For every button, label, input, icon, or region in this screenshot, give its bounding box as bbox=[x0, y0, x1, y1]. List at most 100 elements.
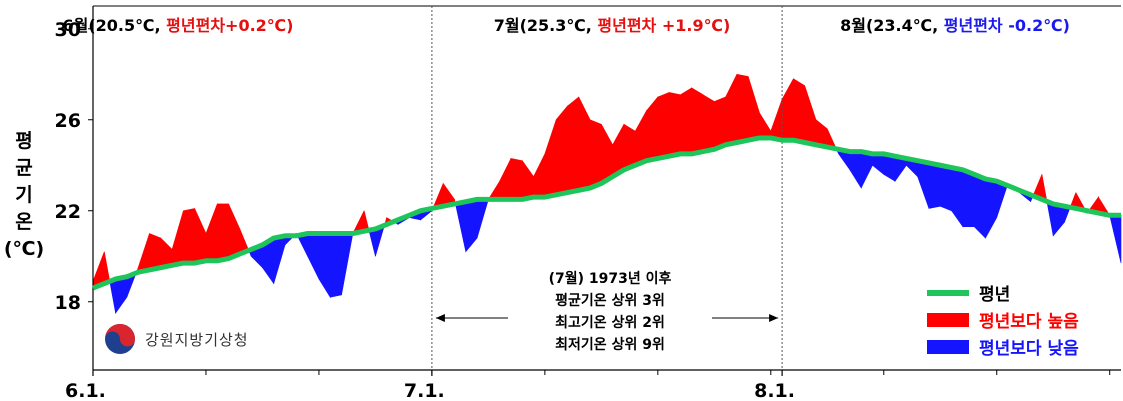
legend-item-above: 평년보다 높음 bbox=[927, 306, 1079, 333]
legend-swatch-above bbox=[927, 312, 969, 327]
below-normal-area bbox=[1052, 203, 1065, 237]
legend-label-below: 평년보다 낮음 bbox=[979, 339, 1079, 359]
below-normal-area bbox=[917, 160, 930, 209]
x-tick-label: 6.1. bbox=[65, 380, 106, 401]
y-axis-label-char: 기 bbox=[15, 184, 33, 206]
above-normal-area bbox=[646, 96, 659, 162]
above-normal-area bbox=[736, 73, 749, 143]
below-normal-area bbox=[273, 235, 286, 284]
month-header: 8월(23.4℃, 평년편차 -0.2℃) bbox=[840, 16, 1070, 35]
legend-swatch-below bbox=[927, 339, 969, 354]
x-axis: 6.1. 7.1. 8.1. bbox=[65, 370, 1111, 401]
below-normal-area bbox=[341, 233, 354, 295]
kma-logo: 강원지방기상청 bbox=[103, 322, 249, 356]
annotation-line: (7월) 1973년 이후 bbox=[548, 271, 672, 287]
above-normal-area bbox=[149, 233, 162, 271]
normal-line-group bbox=[92, 135, 1121, 291]
below-normal-area bbox=[939, 164, 952, 212]
below-normal-area bbox=[455, 201, 467, 252]
below-normal-area bbox=[307, 233, 320, 280]
below-normal-area bbox=[985, 178, 998, 239]
below-normal-area bbox=[115, 276, 128, 315]
above-normal-area bbox=[194, 208, 207, 264]
below-normal-area bbox=[962, 169, 975, 227]
above-normal-area bbox=[103, 251, 111, 284]
above-normal-area bbox=[657, 92, 670, 159]
above-normal-area bbox=[770, 99, 783, 141]
above-normal-area bbox=[578, 96, 591, 191]
above-normal-area bbox=[137, 233, 150, 273]
legend-label-normal: 평년 bbox=[979, 285, 1011, 305]
arrow-head-left bbox=[435, 314, 445, 322]
below-normal-area bbox=[318, 233, 331, 299]
above-normal-area bbox=[725, 74, 738, 146]
y-axis-label-unit: (℃) bbox=[3, 238, 45, 260]
above-normal-area bbox=[747, 76, 760, 141]
above-normal-area bbox=[510, 158, 523, 200]
above-normal-area bbox=[216, 203, 229, 262]
above-normal-area bbox=[171, 210, 184, 266]
below-normal-area bbox=[109, 278, 116, 314]
legend: 평년 평년보다 높음 평년보다 낮음 bbox=[927, 279, 1079, 360]
above-normal-area bbox=[499, 158, 512, 200]
below-normal-area bbox=[1109, 215, 1122, 264]
legend-item-normal: 평년 bbox=[927, 279, 1079, 306]
above-normal-area bbox=[533, 153, 546, 198]
above-normal-area bbox=[205, 203, 218, 262]
below-normal-area bbox=[329, 233, 342, 298]
above-normal-area bbox=[702, 94, 715, 152]
logo-text: 강원지방기상청 bbox=[145, 330, 249, 349]
month-header-name: 7월(25.3℃, bbox=[494, 16, 598, 35]
below-normal-area bbox=[849, 151, 862, 190]
above-normal-area bbox=[183, 208, 195, 264]
above-normal-area bbox=[781, 78, 794, 141]
month-header-name: 8월(23.4℃, bbox=[840, 16, 944, 35]
y-tick-label: 18 bbox=[55, 292, 81, 314]
above-normal-area bbox=[589, 119, 602, 189]
month-dividers bbox=[431, 6, 783, 370]
month-header-name: 6월(20.5℃, bbox=[63, 16, 167, 35]
above-normal-area bbox=[487, 180, 500, 200]
above-normal-area bbox=[714, 96, 726, 150]
x-tick-label: 8.1. bbox=[754, 380, 795, 401]
above-normal-area bbox=[555, 105, 568, 196]
above-normal-area bbox=[759, 111, 772, 139]
legend-swatch-normal bbox=[927, 289, 969, 296]
month-header: 6월(20.5℃, 평년편차+0.2℃) bbox=[63, 16, 294, 35]
month-header-anomaly: 평년편차 +1.9℃) bbox=[597, 16, 730, 35]
y-axis-label-char: 온 bbox=[15, 211, 33, 233]
above-normal-area bbox=[623, 123, 636, 171]
above-normal-area bbox=[544, 119, 557, 198]
taegeuk-logo-icon bbox=[105, 324, 135, 354]
y-tick-label: 26 bbox=[55, 110, 81, 132]
below-normal-area bbox=[860, 151, 873, 189]
above-normal-area bbox=[601, 124, 613, 184]
y-tick-label: 22 bbox=[55, 201, 81, 223]
x-tick-label: 7.1. bbox=[404, 380, 445, 401]
annotation-line: 최저기온 상위 9위 bbox=[555, 337, 665, 353]
month-header-anomaly: 평년편차 -0.2℃) bbox=[944, 16, 1070, 35]
below-normal-area bbox=[872, 153, 885, 175]
plot-frame bbox=[92, 5, 1121, 371]
above-normal-area bbox=[634, 110, 647, 166]
below-normal-area bbox=[476, 199, 489, 239]
y-tick-label: 30 bbox=[55, 19, 81, 41]
annotation-line: 최고기온 상위 2위 bbox=[555, 315, 665, 331]
below-normal-area bbox=[368, 228, 376, 257]
below-normal-area bbox=[1046, 200, 1054, 236]
legend-label-above: 평년보다 높음 bbox=[979, 312, 1079, 332]
above-normal-area bbox=[668, 92, 681, 157]
above-normal-area bbox=[793, 78, 805, 143]
below-normal-area bbox=[465, 199, 478, 253]
y-axis-label: 평 균 기 온 (℃) bbox=[2, 128, 46, 263]
annotation-arrow bbox=[435, 314, 779, 322]
y-axis: 18 22 26 30 bbox=[55, 19, 93, 314]
above-normal-area bbox=[567, 96, 580, 193]
normal-line bbox=[92, 135, 1121, 291]
above-normal-area bbox=[228, 203, 241, 259]
y-axis-label-char: 균 bbox=[15, 157, 33, 179]
y-axis-label-char: 평 bbox=[15, 130, 33, 152]
arrow-head-right bbox=[769, 314, 779, 322]
below-normal-area bbox=[951, 167, 964, 228]
